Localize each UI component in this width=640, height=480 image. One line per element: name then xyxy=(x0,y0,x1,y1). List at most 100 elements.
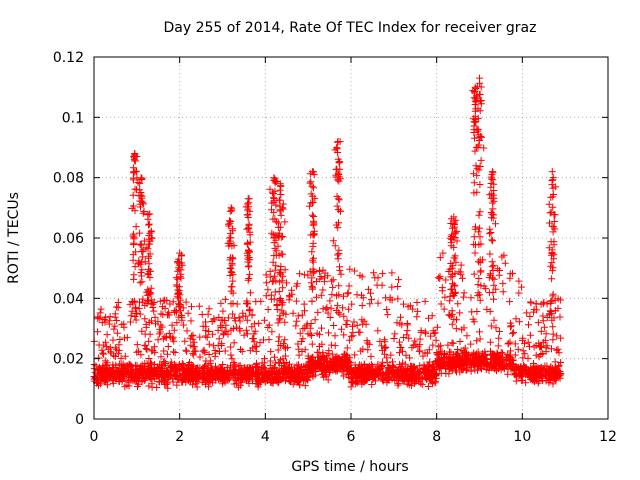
data-point xyxy=(274,370,282,378)
data-point xyxy=(532,351,540,359)
data-point xyxy=(137,351,145,359)
data-point xyxy=(445,268,453,275)
data-point xyxy=(275,269,283,277)
data-point xyxy=(348,377,356,385)
data-point xyxy=(246,366,254,374)
data-point xyxy=(226,217,233,225)
data-point xyxy=(219,316,227,324)
data-point xyxy=(199,347,207,355)
data-point xyxy=(245,220,253,228)
data-point xyxy=(145,355,153,362)
data-point xyxy=(343,317,351,325)
data-point xyxy=(493,358,500,366)
data-point xyxy=(474,143,482,151)
data-point xyxy=(526,343,533,351)
data-point xyxy=(473,188,481,196)
data-point xyxy=(437,363,445,371)
data-point xyxy=(450,213,458,221)
data-point xyxy=(329,283,337,291)
x-tick-label: 2 xyxy=(175,429,184,445)
data-point xyxy=(320,353,327,361)
data-point xyxy=(303,374,311,382)
data-point xyxy=(276,278,284,286)
data-point xyxy=(325,347,333,355)
data-point xyxy=(240,331,248,339)
data-point xyxy=(462,366,470,374)
data-point xyxy=(227,300,235,308)
data-point xyxy=(248,311,256,319)
data-point xyxy=(442,276,450,284)
data-point xyxy=(162,381,170,388)
data-point xyxy=(319,370,327,378)
data-point xyxy=(314,308,322,316)
data-point xyxy=(135,257,143,265)
data-point xyxy=(489,267,497,274)
data-point xyxy=(318,340,326,348)
data-point xyxy=(227,204,235,212)
data-point xyxy=(224,314,232,322)
data-point xyxy=(172,274,180,282)
data-point xyxy=(150,361,158,368)
data-point xyxy=(284,368,292,376)
data-point xyxy=(189,331,197,339)
data-point xyxy=(285,296,293,304)
data-point xyxy=(539,312,547,320)
data-point xyxy=(153,384,161,391)
data-point xyxy=(552,183,560,191)
data-point xyxy=(397,313,404,321)
data-point xyxy=(487,347,494,355)
data-point xyxy=(123,334,131,342)
data-point xyxy=(246,270,254,278)
data-point xyxy=(439,249,447,257)
data-point xyxy=(276,342,284,349)
y-tick-label: 0.06 xyxy=(53,231,84,247)
data-point xyxy=(145,370,153,378)
data-point xyxy=(475,258,482,266)
data-point xyxy=(272,236,280,244)
data-point xyxy=(111,322,119,330)
data-point xyxy=(288,290,296,298)
data-point xyxy=(137,174,145,182)
data-point xyxy=(424,383,432,390)
data-point xyxy=(474,105,482,113)
data-point xyxy=(374,327,382,335)
data-point xyxy=(130,271,138,279)
data-point xyxy=(268,278,276,286)
data-point xyxy=(136,229,144,237)
data-point xyxy=(458,326,466,334)
data-point xyxy=(386,364,394,372)
data-point xyxy=(314,357,322,365)
data-point xyxy=(331,146,339,154)
data-point xyxy=(477,240,485,248)
data-point xyxy=(277,191,285,198)
data-point xyxy=(196,353,204,361)
data-point xyxy=(126,364,134,372)
data-point xyxy=(289,309,297,317)
data-point xyxy=(170,348,177,356)
data-point xyxy=(523,309,531,317)
data-point xyxy=(473,165,481,173)
data-point xyxy=(308,182,316,190)
data-point xyxy=(139,209,147,217)
data-point xyxy=(499,280,507,288)
data-point xyxy=(436,272,444,280)
data-point xyxy=(157,310,165,318)
data-point xyxy=(208,318,216,325)
data-point xyxy=(96,314,104,322)
data-point xyxy=(467,294,475,302)
data-point xyxy=(221,295,229,303)
data-point xyxy=(187,341,195,349)
data-point xyxy=(548,249,556,257)
data-point xyxy=(144,215,152,223)
data-point xyxy=(494,342,502,350)
data-point xyxy=(106,313,114,321)
data-point xyxy=(239,309,247,317)
grid-lines xyxy=(94,57,608,419)
data-point xyxy=(471,361,479,369)
data-point xyxy=(300,271,308,279)
data-point xyxy=(490,364,498,372)
data-point xyxy=(208,364,216,372)
data-point xyxy=(125,360,133,368)
data-point xyxy=(106,373,114,381)
data-point xyxy=(260,316,268,324)
